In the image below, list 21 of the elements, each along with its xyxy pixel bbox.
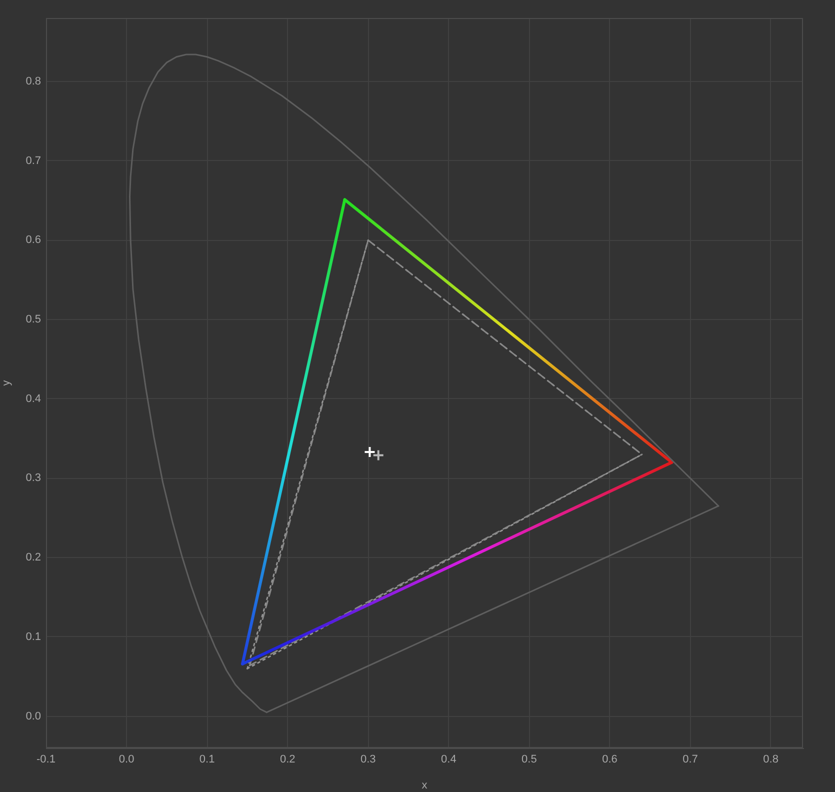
x-tick-label: 0.3 [360, 754, 376, 766]
x-axis-title: x [422, 779, 428, 792]
y-axis-title: y [0, 380, 13, 386]
y-tick-label: 0.7 [26, 154, 41, 167]
x-tick-label: 0.5 [522, 754, 537, 766]
x-tick-label: 0.4 [441, 754, 456, 766]
x-tick-label: 0.2 [280, 754, 296, 766]
x-tick-label: 0.1 [199, 754, 215, 766]
y-tick-label: 0.0 [26, 710, 41, 722]
y-tick-label: 0.6 [26, 234, 41, 246]
y-tick-label: 0.1 [26, 630, 41, 643]
x-tick-label: 0.6 [602, 754, 618, 766]
y-tick-label: 0.8 [26, 76, 41, 88]
x-tick-label: 0.0 [118, 754, 134, 766]
x-tick-label: 0.7 [682, 754, 698, 766]
y-tick-label: 0.2 [26, 552, 41, 564]
y-tick-label: 0.3 [26, 472, 41, 484]
y-tick-label: 0.5 [26, 314, 41, 326]
x-tick-label: 0.8 [763, 754, 778, 766]
y-tick-label: 0.4 [26, 392, 41, 405]
x-tick-label: -0.1 [36, 754, 56, 766]
